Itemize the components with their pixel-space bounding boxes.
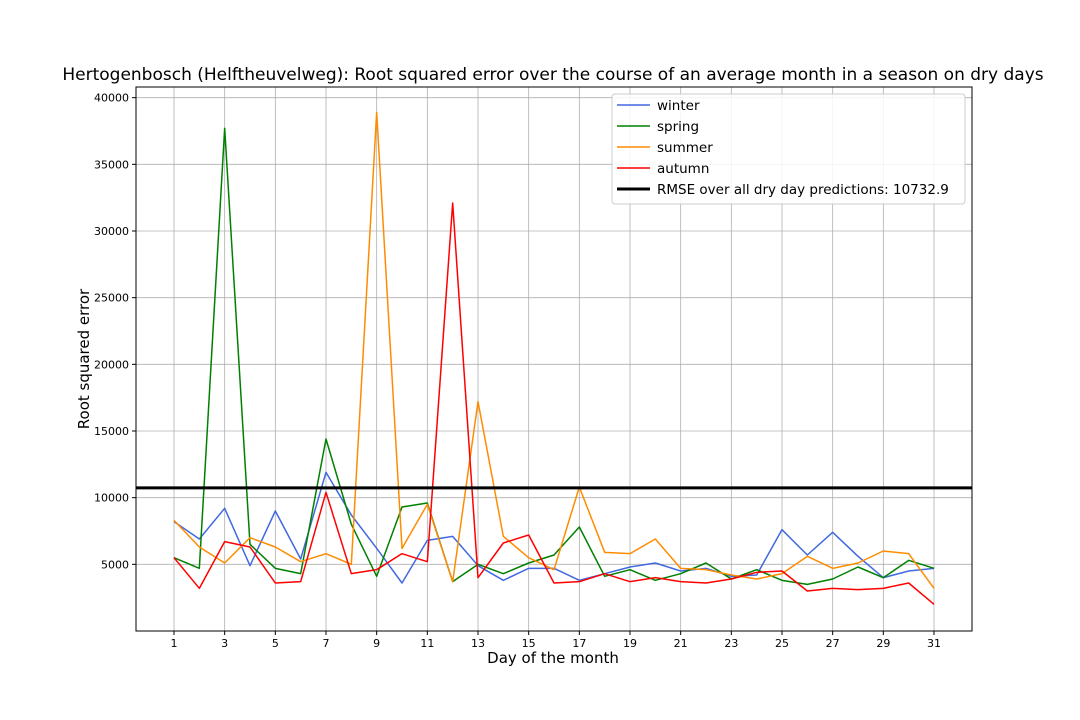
x-tick-label: 27	[826, 637, 840, 650]
x-tick-label: 9	[373, 637, 380, 650]
x-tick-label: 19	[623, 637, 637, 650]
x-tick-label: 23	[724, 637, 738, 650]
x-tick-label: 7	[323, 637, 330, 650]
x-tick-label: 17	[572, 637, 586, 650]
y-tick-label: 5000	[101, 558, 129, 571]
legend-entry-label: RMSE over all dry day predictions: 10732…	[657, 182, 949, 198]
y-axis-label: Root squared error	[75, 288, 93, 429]
legend: winter spring summer autumn RMSE over all dr…	[611, 93, 966, 205]
series-line-summer	[173, 111, 935, 589]
x-tick-label: 31	[927, 637, 941, 650]
y-tick-label: 30000	[94, 225, 129, 238]
x-tick-label: 11	[420, 637, 434, 650]
legend-entry-label: winter	[657, 98, 700, 114]
legend-entry-label: summer	[657, 140, 713, 156]
x-tick-label: 1	[171, 637, 178, 650]
chart-title: Hertogenbosch (Helftheuvelweg): Root squ…	[62, 65, 1043, 85]
legend-box	[611, 93, 966, 205]
plot-frame	[135, 86, 973, 632]
x-tick-label: 3	[221, 637, 228, 650]
series-line-autumn	[173, 202, 935, 605]
x-tick-label: 5	[272, 637, 279, 650]
y-tick-label: 25000	[94, 292, 129, 305]
y-tick-label: 15000	[94, 425, 129, 438]
y-tick-label: 35000	[94, 158, 129, 171]
x-axis-ticks: 1 3 5 7 9 11 13 15 17 19 21 23 25 27 29 31	[171, 631, 941, 650]
legend-entry-label: autumn	[657, 161, 709, 177]
y-axis-ticks: 5000 10000 15000 20000 25000 30000 35000 40000	[94, 92, 136, 571]
x-tick-label: 13	[471, 637, 485, 650]
y-tick-label: 20000	[94, 358, 129, 371]
y-tick-label: 40000	[94, 92, 129, 105]
legend-entry-label: spring	[657, 119, 699, 135]
x-tick-label: 21	[674, 637, 688, 650]
series-line-spring	[173, 127, 935, 586]
y-tick-label: 10000	[94, 492, 129, 505]
x-tick-label: 15	[522, 637, 536, 650]
series-layer	[136, 111, 972, 605]
x-tick-label: 29	[876, 637, 890, 650]
x-tick-label: 25	[775, 637, 789, 650]
x-axis-label: Day of the month	[487, 649, 619, 667]
